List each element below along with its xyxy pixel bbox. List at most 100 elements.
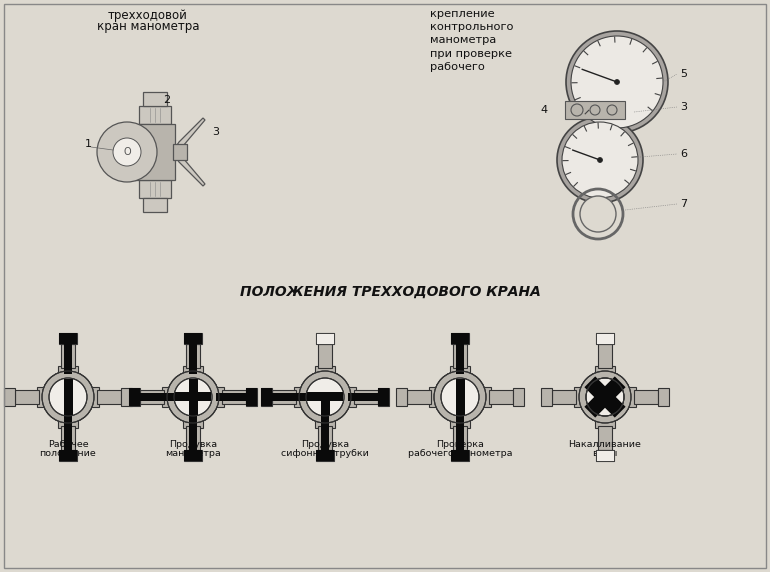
Bar: [61, 344, 75, 368]
Text: рабочего манометра: рабочего манометра: [408, 449, 512, 458]
Bar: [598, 426, 612, 450]
Bar: [189, 379, 198, 415]
Bar: [135, 124, 175, 180]
Bar: [596, 333, 614, 344]
Circle shape: [590, 105, 600, 115]
Bar: [456, 414, 464, 450]
Circle shape: [614, 80, 620, 85]
Bar: [451, 333, 469, 344]
Bar: [140, 390, 164, 404]
Text: 5: 5: [680, 69, 687, 79]
Circle shape: [434, 371, 486, 423]
Bar: [483, 387, 491, 407]
Text: кран манометра: кран манометра: [97, 20, 199, 33]
Bar: [489, 390, 513, 404]
Circle shape: [42, 371, 94, 423]
Bar: [15, 390, 39, 404]
Circle shape: [566, 31, 668, 133]
Bar: [456, 338, 464, 374]
Circle shape: [562, 122, 638, 198]
Bar: [307, 392, 343, 401]
Bar: [596, 450, 614, 461]
Bar: [541, 388, 552, 406]
Bar: [59, 333, 77, 344]
Bar: [140, 393, 176, 401]
Circle shape: [579, 371, 631, 423]
Bar: [246, 388, 257, 406]
Circle shape: [557, 117, 643, 203]
Bar: [565, 101, 625, 119]
Bar: [139, 180, 171, 198]
Bar: [294, 387, 302, 407]
Circle shape: [174, 378, 212, 416]
Bar: [61, 426, 75, 450]
Bar: [64, 338, 72, 374]
Bar: [272, 390, 296, 404]
Bar: [658, 388, 669, 406]
Circle shape: [434, 371, 486, 423]
Text: 6: 6: [680, 149, 687, 159]
Bar: [143, 92, 167, 106]
Bar: [58, 420, 78, 428]
Bar: [261, 388, 272, 406]
Text: 7: 7: [680, 199, 687, 209]
Text: 2: 2: [163, 95, 170, 105]
Bar: [186, 344, 200, 368]
Circle shape: [306, 378, 344, 416]
Circle shape: [586, 378, 624, 416]
Bar: [261, 388, 272, 406]
Bar: [216, 387, 224, 407]
Text: манометра: манометра: [165, 449, 221, 458]
Bar: [91, 387, 99, 407]
Circle shape: [167, 371, 219, 423]
Bar: [121, 388, 132, 406]
Text: Продувка: Продувка: [301, 440, 349, 449]
Bar: [348, 387, 356, 407]
Bar: [184, 333, 202, 344]
Text: воды: воды: [592, 449, 618, 458]
Bar: [453, 426, 467, 450]
Bar: [162, 387, 170, 407]
Text: 4: 4: [541, 105, 548, 115]
Circle shape: [579, 371, 631, 423]
Circle shape: [299, 371, 351, 423]
Bar: [451, 450, 469, 461]
Bar: [628, 387, 636, 407]
Circle shape: [167, 371, 219, 423]
Bar: [222, 390, 246, 404]
Text: 3: 3: [212, 127, 219, 137]
Polygon shape: [175, 118, 205, 148]
Bar: [596, 333, 614, 344]
Text: 3: 3: [680, 102, 687, 112]
Circle shape: [607, 105, 617, 115]
Bar: [595, 366, 615, 374]
Bar: [574, 387, 582, 407]
Bar: [318, 426, 332, 450]
Bar: [429, 387, 437, 407]
Bar: [595, 420, 615, 428]
Bar: [634, 390, 658, 404]
Bar: [59, 450, 77, 461]
Bar: [64, 379, 73, 415]
Bar: [396, 388, 407, 406]
Bar: [316, 450, 334, 461]
Bar: [216, 393, 252, 401]
Bar: [321, 397, 330, 415]
Bar: [450, 420, 470, 428]
Bar: [183, 366, 203, 374]
Circle shape: [441, 378, 479, 416]
Circle shape: [580, 196, 616, 232]
Bar: [59, 450, 77, 461]
Bar: [451, 333, 469, 344]
Text: положение: положение: [39, 449, 96, 458]
Circle shape: [299, 371, 351, 423]
Bar: [378, 388, 389, 406]
Text: O: O: [123, 147, 131, 157]
Text: Накалливание: Накалливание: [568, 440, 641, 449]
Bar: [64, 414, 72, 450]
Bar: [316, 333, 334, 344]
Circle shape: [571, 104, 583, 116]
Bar: [407, 390, 431, 404]
Bar: [129, 388, 140, 406]
Circle shape: [113, 138, 141, 166]
